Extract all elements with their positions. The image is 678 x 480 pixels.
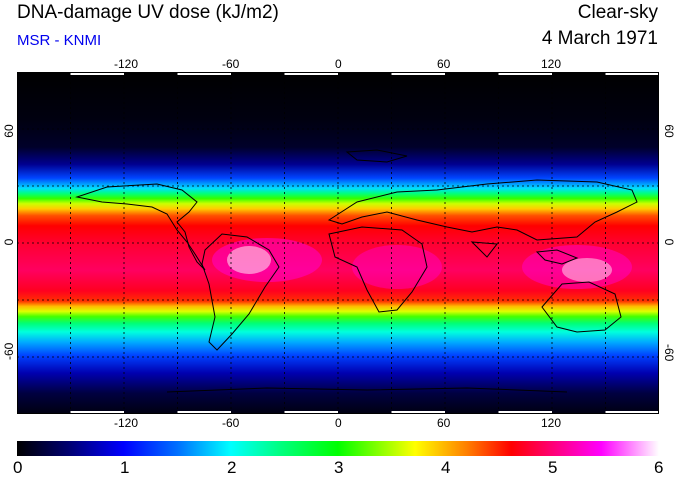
high-dose-australia: [522, 245, 632, 289]
colorbar-label-4: 4: [441, 458, 451, 477]
south-america-outline: [201, 233, 280, 351]
peak-dose-australia: [562, 258, 612, 282]
lat-tick-left-minus60: -60: [2, 342, 16, 360]
lat-tick-right-minus60: -60: [662, 344, 676, 362]
coastlines: [75, 149, 638, 393]
antarctica-outline: [166, 387, 568, 393]
lat-tick-right-60: 60: [662, 124, 676, 138]
map-subtitle: MSR - KNMI: [17, 32, 102, 49]
indonesia-outline: [535, 249, 579, 265]
map-frame-ticks: [70, 72, 659, 414]
graticule: [17, 72, 659, 414]
colorbar-label-6: 6: [654, 458, 664, 477]
eurasia-outline: [327, 179, 638, 241]
uv-dose-world-map: [17, 72, 659, 414]
lon-tick-bottom-0: 0: [335, 416, 342, 430]
peak-dose-south-america: [227, 246, 271, 274]
colorbar-label-5: 5: [548, 458, 558, 477]
high-dose-africa: [352, 245, 442, 289]
colorbar-label-2: 2: [227, 458, 237, 477]
sky-condition: Clear-sky: [577, 2, 658, 23]
lon-tick-bottom-minus60: -60: [222, 416, 240, 430]
map-title: DNA-damage UV dose (kJ/m2): [17, 2, 279, 23]
north-america-outline: [75, 183, 206, 271]
lat-tick-right-0: 0: [662, 238, 676, 246]
lon-tick-top-60: 60: [437, 57, 451, 71]
map-frame: [17, 72, 659, 414]
lon-tick-top-minus120: -120: [114, 57, 139, 71]
lon-tick-top-120: 120: [541, 57, 562, 71]
lon-tick-bottom-minus120: -120: [114, 416, 139, 430]
colorbar: [17, 441, 659, 456]
greenland-outline: [345, 149, 408, 163]
australia-outline: [541, 281, 622, 333]
lon-tick-bottom-120: 120: [541, 416, 562, 430]
lat-tick-left-60: 60: [2, 124, 16, 138]
map-date: 4 March 1971: [541, 28, 658, 49]
colorbar-label-1: 1: [120, 458, 130, 477]
lon-tick-top-0: 0: [335, 57, 342, 71]
lon-tick-top-minus60: -60: [222, 57, 240, 71]
colorbar-label-0: 0: [13, 458, 23, 477]
colorbar-label-3: 3: [334, 458, 344, 477]
lon-tick-bottom-60: 60: [437, 416, 451, 430]
africa-outline: [328, 226, 428, 313]
india-outline: [470, 241, 498, 258]
lat-tick-left-0: 0: [2, 238, 16, 246]
